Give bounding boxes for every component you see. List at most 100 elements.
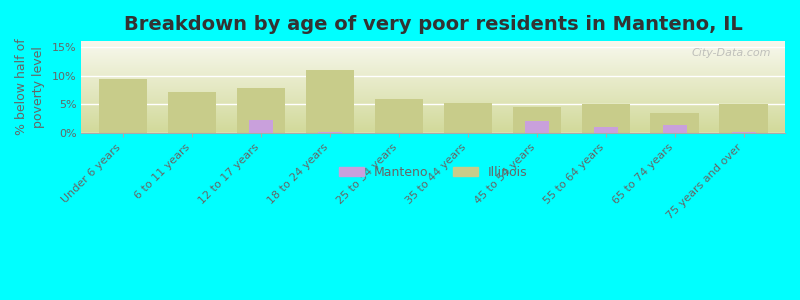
Bar — [82, 46, 785, 47]
Bar — [82, 78, 785, 79]
Bar — [82, 68, 785, 69]
Bar — [82, 48, 785, 49]
Bar — [82, 129, 785, 130]
Bar — [82, 106, 785, 107]
Bar — [82, 56, 785, 57]
Bar — [82, 67, 785, 68]
Bar — [82, 105, 785, 106]
Bar — [82, 59, 785, 60]
Bar — [82, 128, 785, 129]
Bar — [82, 110, 785, 111]
Bar — [82, 41, 785, 42]
Bar — [662, 125, 686, 133]
Bar — [306, 70, 354, 133]
Bar — [582, 104, 630, 133]
Bar — [82, 70, 785, 71]
Bar — [168, 92, 216, 133]
Bar — [82, 86, 785, 87]
Bar — [82, 50, 785, 51]
Bar — [82, 109, 785, 110]
Bar — [82, 104, 785, 105]
Bar — [82, 96, 785, 97]
Bar — [82, 108, 785, 109]
Bar — [82, 44, 785, 45]
Bar — [82, 80, 785, 81]
Bar — [82, 74, 785, 75]
Bar — [731, 132, 756, 133]
Bar — [82, 113, 785, 114]
Bar — [82, 61, 785, 62]
Bar — [82, 94, 785, 95]
Bar — [82, 73, 785, 74]
Bar — [82, 79, 785, 80]
Bar — [82, 63, 785, 64]
Bar — [82, 42, 785, 43]
Bar — [82, 100, 785, 101]
Bar — [82, 72, 785, 73]
Bar — [82, 64, 785, 65]
Bar — [82, 53, 785, 54]
Bar — [82, 71, 785, 72]
Bar — [82, 87, 785, 88]
Bar — [82, 122, 785, 123]
Bar — [82, 123, 785, 124]
Bar — [82, 121, 785, 122]
Bar — [650, 113, 698, 133]
Bar — [82, 99, 785, 100]
Bar — [82, 132, 785, 133]
Bar — [82, 102, 785, 103]
Bar — [82, 130, 785, 131]
Bar — [82, 125, 785, 126]
Bar — [82, 65, 785, 66]
Bar — [82, 49, 785, 50]
Bar — [82, 83, 785, 84]
Title: Breakdown by age of very poor residents in Manteno, IL: Breakdown by age of very poor residents … — [124, 15, 742, 34]
Bar — [82, 51, 785, 52]
Bar — [374, 99, 423, 133]
Bar — [525, 121, 549, 133]
Text: City-Data.com: City-Data.com — [691, 49, 771, 58]
Bar — [82, 69, 785, 70]
Bar — [513, 107, 561, 133]
Bar — [82, 97, 785, 98]
Bar — [82, 131, 785, 132]
Bar — [594, 127, 618, 133]
Bar — [82, 119, 785, 120]
Bar — [82, 120, 785, 121]
Bar — [82, 112, 785, 113]
Bar — [82, 58, 785, 59]
Bar — [98, 79, 147, 133]
Bar — [249, 120, 273, 133]
Bar — [318, 132, 342, 133]
Bar — [82, 95, 785, 96]
Bar — [82, 77, 785, 78]
Bar — [82, 117, 785, 118]
Bar — [82, 62, 785, 63]
Bar — [82, 88, 785, 89]
Bar — [719, 104, 768, 133]
Bar — [82, 127, 785, 128]
Bar — [82, 82, 785, 83]
Legend: Manteno, Illinois: Manteno, Illinois — [334, 161, 533, 184]
Bar — [82, 89, 785, 90]
Bar — [82, 124, 785, 125]
Bar — [82, 115, 785, 116]
Bar — [82, 107, 785, 108]
Bar — [82, 81, 785, 82]
Bar — [82, 57, 785, 58]
Bar — [82, 85, 785, 86]
Bar — [82, 93, 785, 94]
Bar — [82, 66, 785, 67]
Bar — [82, 92, 785, 93]
Bar — [82, 126, 785, 127]
Bar — [82, 101, 785, 102]
Bar — [237, 88, 285, 133]
Bar — [82, 111, 785, 112]
Bar — [82, 90, 785, 91]
Bar — [82, 98, 785, 99]
Bar — [82, 84, 785, 85]
Bar — [82, 75, 785, 76]
Bar — [82, 45, 785, 46]
Bar — [82, 47, 785, 48]
Bar — [82, 114, 785, 115]
